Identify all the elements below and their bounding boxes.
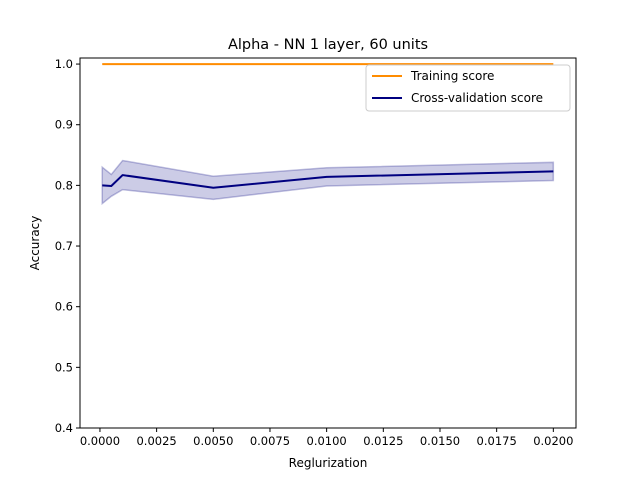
x-tick-label: 0.0050	[193, 434, 233, 448]
x-tick-label: 0.0025	[136, 434, 176, 448]
y-tick-label: 0.9	[55, 118, 73, 132]
y-axis: 0.4 0.5 0.6 0.7 0.8 0.9 1.0	[55, 57, 80, 435]
y-tick-label: 0.4	[55, 421, 73, 435]
x-tick-label: 0.0200	[533, 434, 573, 448]
plot-frame	[79, 57, 577, 429]
series-line-cross-validation-score	[102, 170, 554, 189]
x-tick-label: 0.0100	[307, 434, 347, 448]
legend-box	[365, 64, 571, 112]
y-tick-label: 1.0	[55, 57, 73, 71]
x-tick-label: 0.0075	[250, 434, 290, 448]
x-tick-label: 0.0125	[363, 434, 403, 448]
x-axis: 0.0000 0.0025 0.0050 0.0075 0.0100 0.0125 0.01…	[80, 428, 573, 448]
legend: Training score Cross-validation score	[365, 64, 571, 112]
x-tick-label: 0.0175	[477, 434, 517, 448]
legend-label-training-score: Training score	[410, 69, 494, 83]
y-tick-label: 0.5	[55, 360, 73, 374]
x-tick-label: 0.0000	[80, 434, 120, 448]
y-tick-label: 0.8	[55, 178, 73, 192]
band-cross-validation-score	[101, 159, 555, 206]
y-tick-label: 0.6	[55, 300, 73, 314]
legend-label-cross-validation-score: Cross-validation score	[411, 91, 543, 105]
y-tick-label: 0.7	[55, 239, 73, 253]
lines-layer	[102, 63, 554, 189]
bands-layer	[101, 159, 555, 206]
chart-title: Alpha - NN 1 layer, 60 units	[228, 37, 428, 53]
x-axis-label: Reglurization	[289, 456, 368, 470]
y-axis-label: Accuracy	[28, 216, 42, 271]
x-tick-label: 0.0150	[420, 434, 460, 448]
